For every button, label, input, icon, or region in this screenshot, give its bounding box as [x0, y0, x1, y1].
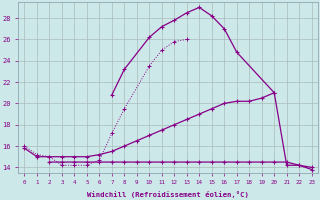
X-axis label: Windchill (Refroidissement éolien,°C): Windchill (Refroidissement éolien,°C) [87, 191, 249, 198]
